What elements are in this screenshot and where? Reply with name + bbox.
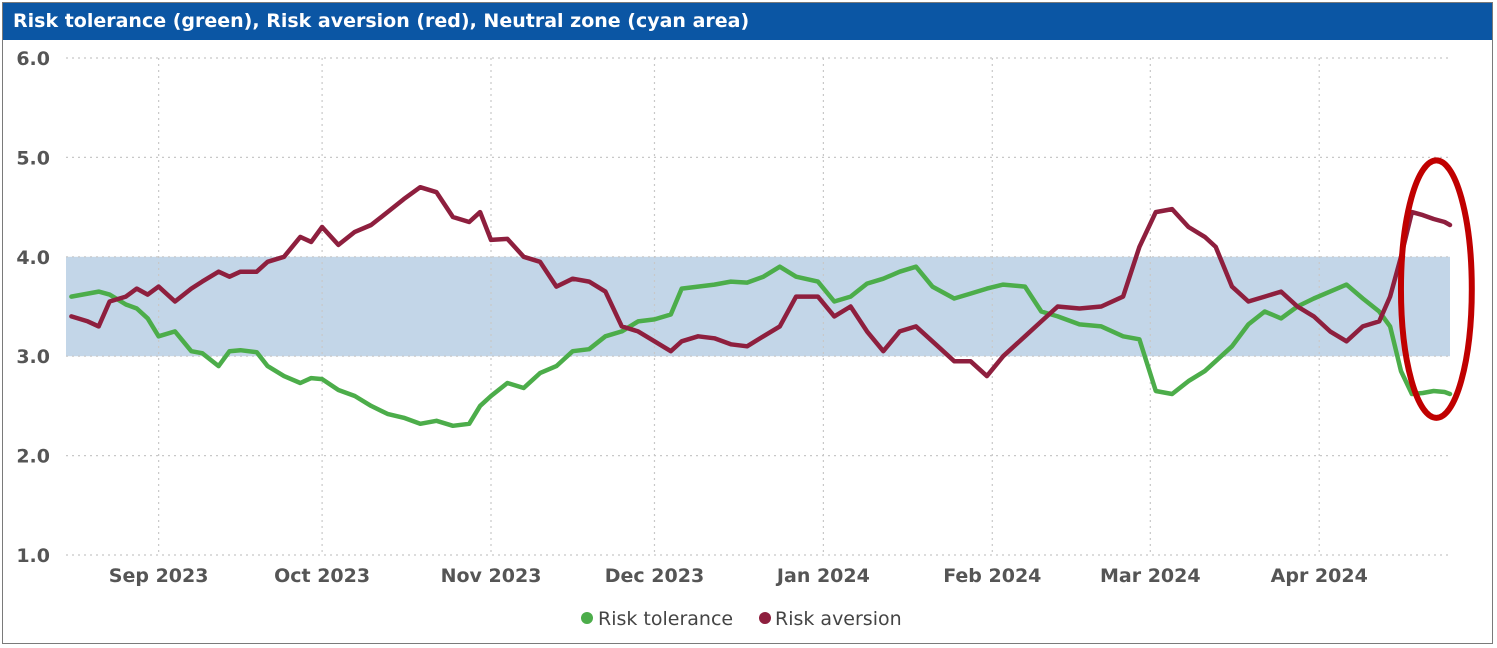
x-tick-label: Feb 2024 (943, 565, 1041, 587)
y-tick-label: 2.0 (16, 446, 50, 468)
legend-marker-risk-aversion (759, 612, 771, 624)
x-tick-label: Mar 2024 (1100, 565, 1201, 587)
highlight-ellipse (1397, 157, 1475, 421)
risk-aversion-line (69, 184, 1453, 379)
y-tick-label: 6.0 (16, 48, 50, 70)
x-tick-label: Dec 2023 (605, 565, 704, 587)
y-tick-label: 1.0 (16, 545, 50, 567)
risk-tolerance-line (69, 264, 1453, 429)
legend-label-risk-aversion: Risk aversion (775, 608, 902, 630)
x-tick-label: Sep 2023 (109, 565, 209, 587)
chart-title: Risk tolerance (green), Risk aversion (r… (3, 3, 1492, 40)
legend-label-risk-tolerance: Risk tolerance (598, 608, 733, 630)
x-tick-label: Oct 2023 (274, 565, 370, 587)
legend-marker-risk-tolerance (581, 612, 593, 624)
y-tick-label: 4.0 (16, 247, 50, 269)
x-tick-label: Jan 2024 (775, 565, 870, 587)
x-tick-label: Nov 2023 (441, 565, 542, 587)
y-tick-label: 5.0 (16, 147, 50, 169)
y-tick-label: 3.0 (16, 346, 50, 368)
x-tick-label: Apr 2024 (1271, 565, 1368, 587)
